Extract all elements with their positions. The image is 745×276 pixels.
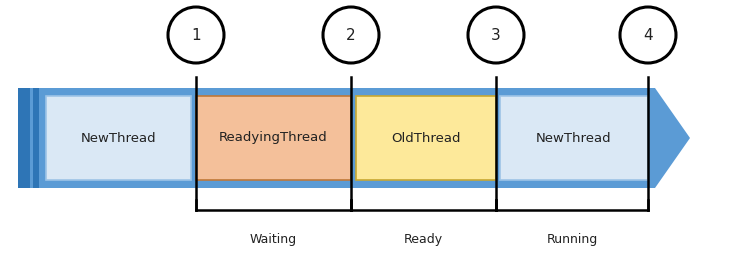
Bar: [18, 88, 30, 188]
Text: 2: 2: [346, 28, 356, 43]
Ellipse shape: [468, 7, 524, 63]
Ellipse shape: [323, 7, 379, 63]
Text: OldThread: OldThread: [391, 131, 460, 145]
Text: Running: Running: [546, 233, 597, 246]
Bar: [196, 96, 351, 180]
Text: CPU
Core: CPU Core: [687, 122, 723, 154]
Text: Ready: Ready: [404, 233, 443, 246]
Text: Waiting: Waiting: [250, 233, 297, 246]
Ellipse shape: [168, 7, 224, 63]
Polygon shape: [18, 88, 690, 188]
Bar: [46, 96, 191, 180]
Text: NewThread: NewThread: [536, 131, 612, 145]
Bar: [500, 96, 648, 180]
Text: 3: 3: [491, 28, 501, 43]
Text: 4: 4: [643, 28, 653, 43]
Text: NewThread: NewThread: [80, 131, 156, 145]
Text: 1: 1: [191, 28, 201, 43]
Ellipse shape: [620, 7, 676, 63]
Text: ReadyingThread: ReadyingThread: [219, 131, 328, 145]
Bar: [33, 88, 39, 188]
Bar: [356, 96, 496, 180]
